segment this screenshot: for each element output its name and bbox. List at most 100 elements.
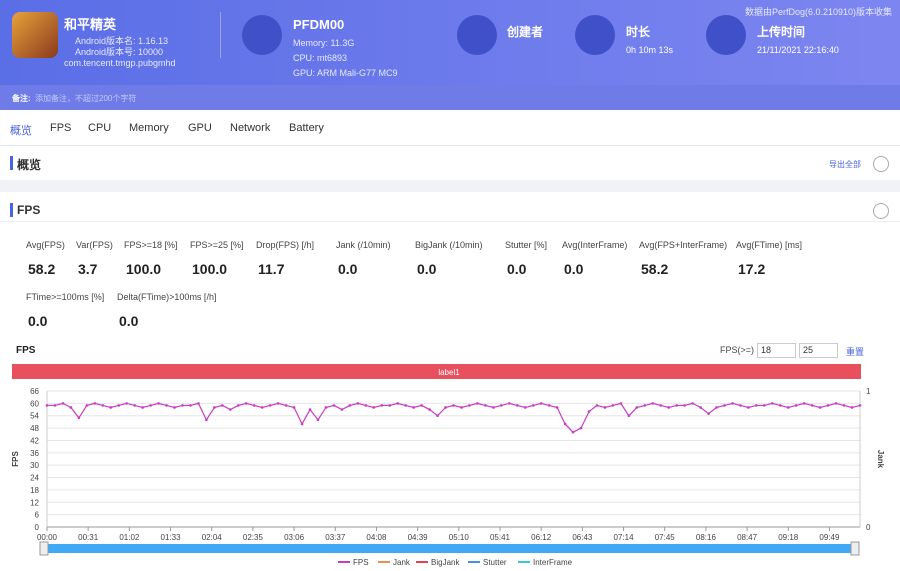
- x-tick-label: 05:10: [449, 533, 470, 542]
- point: [635, 406, 639, 409]
- point: [794, 404, 798, 407]
- x-tick-label: 06:12: [531, 533, 552, 542]
- point: [699, 406, 702, 409]
- point: [372, 406, 376, 409]
- x-tick-label: 05:41: [490, 533, 511, 542]
- metric-value: 0.0: [507, 261, 527, 277]
- collapse-button[interactable]: [873, 203, 889, 219]
- point: [53, 404, 57, 407]
- point: [412, 406, 415, 409]
- export-button[interactable]: 导出全部: [829, 160, 861, 169]
- point: [165, 404, 168, 407]
- note-label: 备注:: [12, 94, 31, 103]
- point: [308, 408, 312, 411]
- y-tick-label: 36: [30, 449, 39, 458]
- point: [388, 404, 392, 407]
- metric-value: 0.0: [338, 261, 358, 277]
- range-handle[interactable]: [850, 541, 860, 556]
- point: [157, 402, 160, 405]
- metric-label: FPS>=25 [%]: [190, 240, 244, 250]
- metric-value: 11.7: [258, 261, 285, 277]
- point: [731, 402, 734, 405]
- metric-value: 0.0: [564, 261, 584, 277]
- point: [659, 404, 663, 407]
- metric-label: Var(FPS): [76, 240, 113, 250]
- x-tick-label: 09:18: [778, 533, 799, 542]
- point: [197, 402, 200, 405]
- point: [189, 404, 192, 407]
- point: [452, 404, 455, 407]
- x-tick-label: 09:49: [819, 533, 840, 542]
- collector: 数据由PerfDog(6.0.210910)版本收集: [745, 7, 893, 17]
- tab[interactable]: FPS: [50, 122, 72, 134]
- metric-label: FTime>=100ms [%]: [26, 292, 105, 302]
- duration: 0h 10m 13s: [626, 45, 674, 55]
- point: [547, 404, 551, 407]
- metric-value: 0.0: [417, 261, 437, 277]
- legend-label[interactable]: InterFrame: [533, 558, 573, 567]
- point: [619, 402, 623, 405]
- tab[interactable]: CPU: [88, 122, 112, 134]
- x-tick-label: 03:37: [325, 533, 346, 542]
- tab[interactable]: Network: [230, 122, 271, 134]
- collapse-button[interactable]: [873, 156, 889, 172]
- note-input[interactable]: 添加备注，不超过200个字符: [35, 94, 137, 103]
- point: [332, 404, 336, 407]
- threshold-low[interactable]: 18: [757, 343, 796, 358]
- metric-label: Avg(InterFrame): [562, 240, 628, 250]
- reset-button[interactable]: 重置: [846, 347, 865, 357]
- separator: [220, 12, 221, 58]
- point: [324, 406, 328, 409]
- range-handle[interactable]: [39, 541, 49, 556]
- x-tick-label: 06:43: [572, 533, 593, 542]
- y-tick-label: 54: [30, 412, 39, 421]
- tab[interactable]: 概览: [10, 125, 32, 137]
- y2-tick-label: 1: [866, 387, 871, 396]
- point: [117, 404, 121, 407]
- point: [125, 402, 129, 405]
- threshold-high[interactable]: 25: [799, 343, 838, 358]
- point: [675, 404, 678, 407]
- point: [507, 402, 511, 405]
- point: [651, 402, 655, 405]
- threshold-label: FPS(>=): [720, 345, 755, 355]
- point: [316, 418, 320, 422]
- point: [396, 402, 400, 405]
- point: [802, 402, 806, 405]
- y2-tick-label: 0: [866, 523, 871, 532]
- point: [252, 404, 256, 407]
- tab[interactable]: Memory: [129, 122, 169, 134]
- point: [484, 404, 487, 407]
- range-track[interactable]: [44, 544, 858, 553]
- point: [667, 406, 671, 409]
- x-tick-label: 02:04: [202, 533, 223, 542]
- legend-label[interactable]: FPS: [353, 558, 369, 567]
- point: [595, 404, 599, 407]
- legend-label[interactable]: Jank: [393, 558, 411, 567]
- point: [515, 404, 519, 407]
- metric-label: Jank (/10min): [336, 240, 391, 250]
- point: [221, 404, 224, 407]
- point: [181, 404, 184, 407]
- point: [364, 404, 368, 407]
- point: [300, 422, 304, 426]
- header: 和平精英 Android版本名: 1.16.13 Android版本号: 100…: [0, 0, 900, 85]
- point: [460, 406, 463, 409]
- legend-label[interactable]: BigJank: [431, 558, 460, 567]
- point: [468, 404, 471, 407]
- y-tick-label: 6: [35, 511, 40, 520]
- accent: [10, 156, 13, 170]
- point: [826, 404, 830, 407]
- metric-label: Avg(FPS+InterFrame): [639, 240, 728, 250]
- divider: [0, 221, 900, 222]
- point: [205, 418, 208, 422]
- point: [149, 404, 152, 407]
- legend-label[interactable]: Stutter: [483, 558, 507, 567]
- tab[interactable]: Battery: [289, 122, 324, 134]
- tab[interactable]: GPU: [188, 122, 212, 134]
- point: [492, 406, 495, 409]
- metric-label: Delta(FTime)>100ms [/h]: [117, 292, 217, 302]
- device-icon: [242, 15, 282, 55]
- point: [755, 404, 758, 407]
